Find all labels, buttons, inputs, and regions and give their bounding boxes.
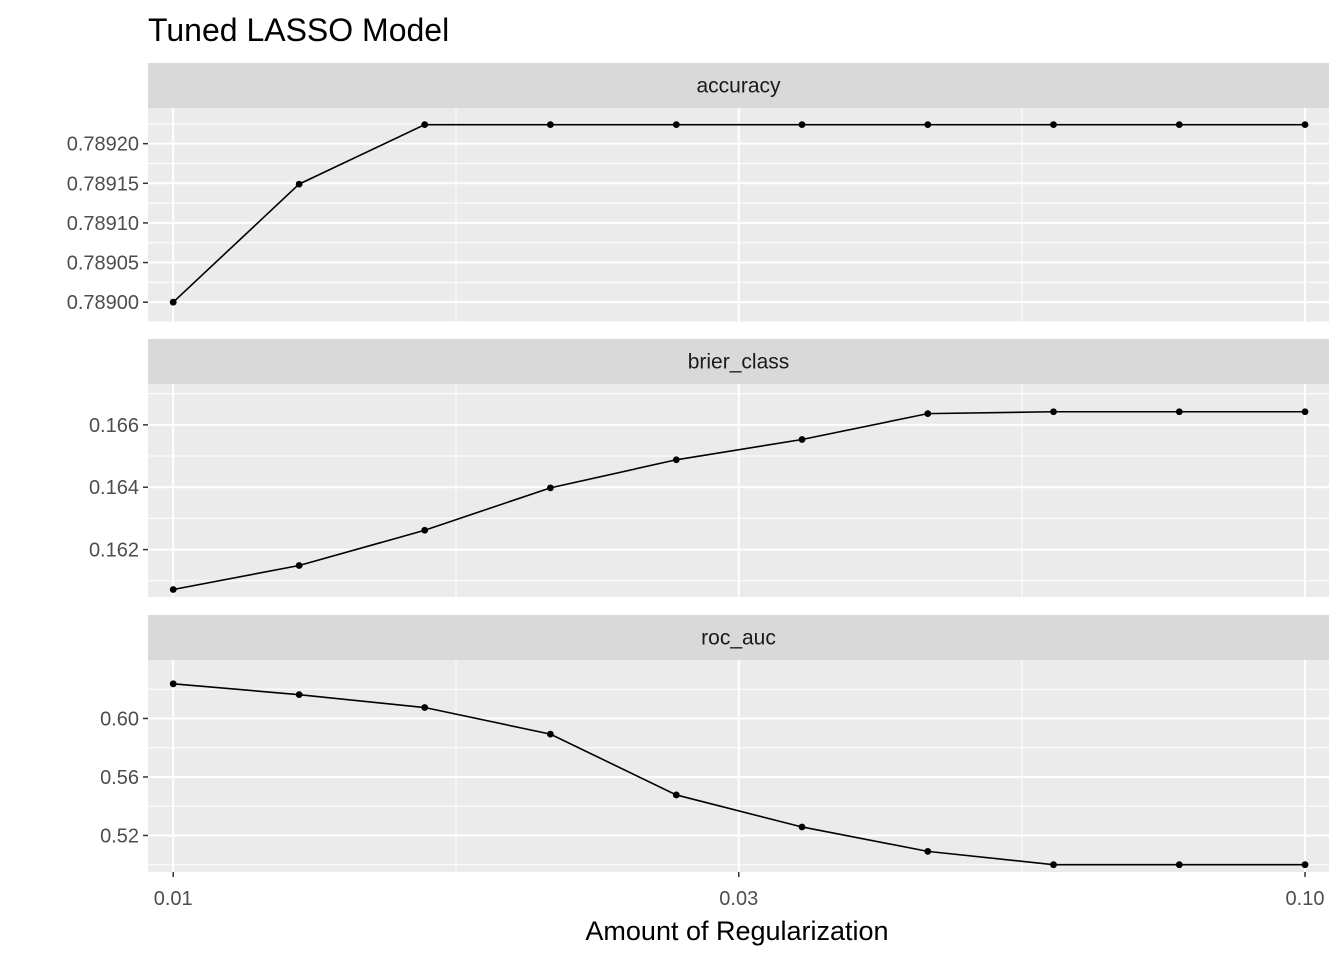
strip-label: roc_auc (701, 627, 776, 650)
data-point (421, 121, 429, 129)
x-tick-label: 0.01 (154, 888, 193, 910)
data-point (295, 562, 303, 569)
series-line-roc_auc (173, 683, 1306, 866)
data-point (421, 704, 429, 711)
data-point (169, 680, 177, 688)
data-point (295, 180, 303, 188)
data-point (1050, 408, 1057, 416)
x-axis-title: Amount of Regularization (585, 916, 888, 946)
strip-background (148, 63, 1329, 108)
y-tick-label: 0.52 (100, 825, 139, 847)
y-tick-label: 0.60 (100, 708, 139, 730)
data-point (672, 456, 680, 464)
strip-background (148, 615, 1329, 660)
data-point (798, 436, 806, 443)
x-tick-label: 0.03 (719, 888, 758, 910)
data-point (1175, 121, 1183, 129)
data-point (546, 730, 554, 738)
data-point (924, 121, 932, 129)
strip-background (148, 339, 1329, 384)
y-tick-label: 0.162 (89, 540, 139, 562)
y-tick-label: 0.78920 (67, 134, 139, 156)
strip-label: accuracy (696, 75, 781, 98)
series-line-brier_class (173, 410, 1306, 591)
data-point (169, 586, 177, 593)
y-tick-label: 0.78905 (67, 253, 139, 275)
data-point (1050, 121, 1057, 129)
facet-panel-roc_auc: roc_auc 0.52 0.56 0.60 (100, 615, 1329, 872)
y-tick-label: 0.78910 (67, 213, 139, 235)
data-point (798, 823, 806, 831)
data-point (1301, 861, 1309, 869)
data-point (546, 121, 554, 129)
data-point (295, 691, 303, 699)
data-point (1175, 861, 1183, 869)
data-point (169, 298, 177, 306)
series-line-accuracy (172, 123, 1306, 303)
data-point (1301, 121, 1309, 129)
data-point (421, 526, 429, 534)
x-tick-label: 0.10 (1286, 888, 1325, 910)
y-tick-label: 0.56 (100, 767, 139, 789)
y-tick-label: 0.78915 (67, 173, 139, 195)
y-tick-label: 0.164 (89, 477, 139, 499)
facet-panel-accuracy: accuracy 0.78900 0.78905 0.78910 0.78915 0.78… (67, 63, 1329, 323)
data-point (546, 484, 554, 492)
data-point (1175, 408, 1183, 416)
facet-panels: accuracy 0.78900 0.78905 0.78910 0.78915 0.78… (67, 63, 1329, 872)
data-point (798, 121, 806, 129)
x-axis: 0.01 0.03 0.10 (154, 872, 1325, 910)
data-point (1050, 861, 1057, 869)
data-point (672, 121, 680, 129)
facet-panel-brier_class: brier_class 0.162 0.164 0.166 (89, 339, 1329, 597)
chart-title: Tuned LASSO Model (148, 12, 449, 48)
data-point (1301, 408, 1309, 416)
y-tick-label: 0.166 (89, 415, 139, 437)
strip-label: brier_class (688, 351, 790, 374)
y-tick-label: 0.78900 (67, 292, 139, 314)
data-point (924, 847, 932, 855)
data-point (672, 791, 680, 799)
data-point (924, 410, 932, 418)
